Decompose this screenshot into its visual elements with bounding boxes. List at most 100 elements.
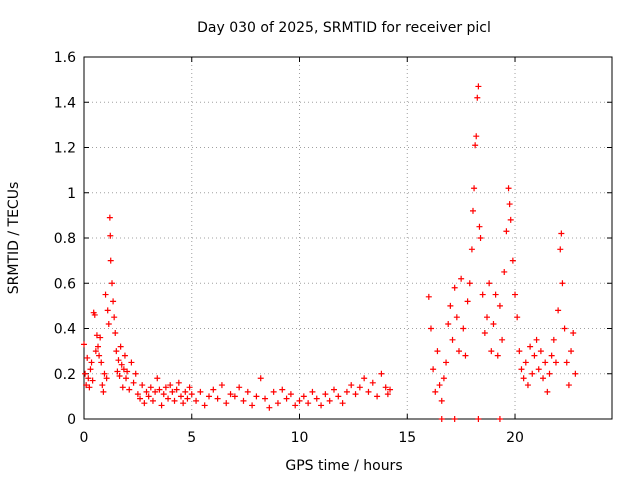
- data-point: [339, 400, 346, 407]
- data-point: [287, 391, 294, 398]
- grid-layer: [84, 57, 612, 419]
- data-point: [540, 375, 547, 382]
- data-point: [475, 83, 482, 90]
- data-point: [86, 384, 93, 391]
- data-point: [283, 395, 290, 402]
- data-point: [210, 386, 217, 393]
- data-point: [318, 402, 325, 409]
- data-point: [501, 268, 508, 275]
- data-point: [447, 302, 454, 309]
- data-point: [93, 332, 100, 339]
- data-point: [507, 216, 514, 223]
- data-point: [137, 395, 144, 402]
- data-point: [253, 393, 260, 400]
- data-point: [186, 384, 193, 391]
- data-point: [88, 359, 95, 366]
- data-point: [81, 341, 87, 348]
- data-point: [348, 382, 355, 389]
- data-point: [369, 379, 376, 386]
- chart-title: Day 030 of 2025, SRMTID for receiver pic…: [197, 20, 491, 36]
- data-point: [570, 330, 577, 337]
- data-point: [180, 400, 187, 407]
- data-point: [550, 336, 557, 343]
- data-point: [481, 330, 488, 337]
- data-point: [443, 359, 450, 366]
- data-point: [451, 416, 458, 422]
- data-point: [117, 343, 124, 350]
- data-point: [262, 395, 269, 402]
- data-point: [91, 311, 98, 318]
- data-point: [145, 393, 152, 400]
- data-point: [240, 397, 247, 404]
- data-point: [109, 280, 116, 287]
- data-point: [126, 386, 133, 393]
- data-point: [512, 291, 519, 298]
- data-point: [106, 214, 113, 221]
- y-tick-label: 0: [67, 412, 76, 428]
- data-point: [103, 375, 110, 382]
- data-point: [158, 402, 165, 409]
- data-point: [352, 391, 359, 398]
- data-point: [374, 393, 381, 400]
- x-tick-label: 10: [291, 430, 309, 446]
- x-tick-label: 20: [506, 430, 524, 446]
- data-point: [218, 382, 225, 389]
- data-point: [193, 397, 200, 404]
- data-point: [522, 359, 529, 366]
- data-point: [84, 354, 91, 361]
- data-point: [559, 280, 566, 287]
- data-point: [300, 393, 307, 400]
- data-point: [531, 352, 538, 359]
- data-point: [188, 391, 195, 398]
- data-point: [123, 375, 130, 382]
- data-point: [100, 388, 107, 395]
- data-point: [305, 400, 312, 407]
- data-point: [112, 330, 119, 337]
- data-point: [184, 395, 191, 402]
- data-point: [343, 388, 350, 395]
- data-point: [85, 375, 92, 382]
- y-tick-label: 0.6: [54, 276, 76, 292]
- y-tick-label: 1.4: [54, 95, 76, 111]
- data-point: [171, 397, 178, 404]
- data-point: [486, 280, 493, 287]
- data-point: [453, 314, 460, 321]
- data-point: [520, 375, 527, 382]
- data-point: [474, 94, 481, 101]
- data-point: [296, 397, 303, 404]
- data-point: [445, 320, 452, 327]
- data-point: [227, 391, 234, 398]
- data-point: [499, 336, 506, 343]
- data-point: [472, 142, 479, 149]
- data-point: [387, 386, 394, 393]
- data-point: [141, 400, 148, 407]
- data-point: [488, 348, 495, 355]
- data-point: [87, 366, 94, 373]
- data-point: [113, 348, 120, 355]
- data-point: [455, 348, 462, 355]
- data-point: [313, 395, 320, 402]
- data-point: [557, 246, 564, 253]
- data-point: [197, 388, 204, 395]
- y-tick-label: 1.6: [54, 50, 76, 66]
- data-point: [451, 284, 458, 291]
- data-point: [563, 359, 570, 366]
- data-point: [96, 352, 103, 359]
- x-axis-label: GPS time / hours: [285, 458, 402, 474]
- data-point: [561, 325, 568, 332]
- data-point: [132, 370, 139, 377]
- data-point: [98, 359, 105, 366]
- data-point: [494, 352, 501, 359]
- data-point: [111, 314, 118, 321]
- data-point: [516, 348, 523, 355]
- data-point: [223, 400, 230, 407]
- data-point: [322, 391, 329, 398]
- data-point: [505, 185, 512, 192]
- data-point: [382, 384, 389, 391]
- data-point: [468, 246, 475, 253]
- data-point: [466, 280, 473, 287]
- data-point: [535, 366, 542, 373]
- data-point: [175, 379, 182, 386]
- data-point: [462, 352, 469, 359]
